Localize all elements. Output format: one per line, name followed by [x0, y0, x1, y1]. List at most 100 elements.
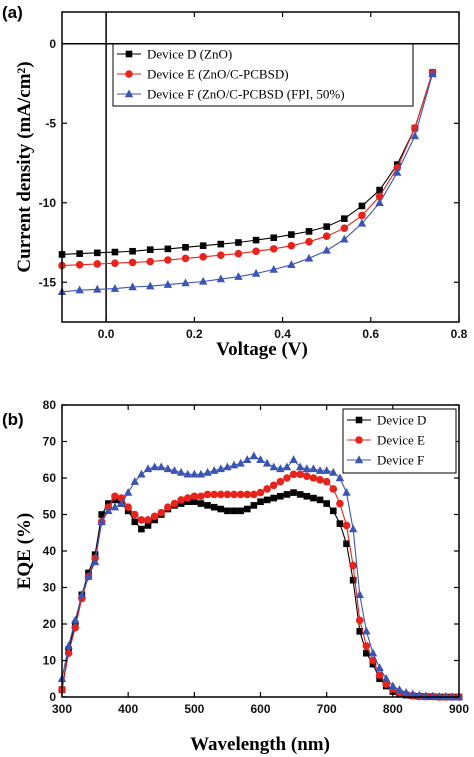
jv-y-tick-label: -10 — [39, 196, 57, 210]
jv-chart: (a) 0.0 0.2 0.4 0.6 0.8 0 -5 -10 -15 Voltage (V… — [2, 3, 468, 360]
eqe-data-point — [84, 571, 93, 580]
jv-data-point — [146, 281, 155, 290]
jv-data-point — [235, 239, 242, 246]
eqe-x-tick-label: 600 — [250, 702, 270, 716]
jv-data-point — [358, 202, 366, 210]
eqe-data-point — [177, 496, 185, 504]
eqe-data-point — [77, 590, 87, 598]
eqe-x-tick-label: 800 — [383, 702, 403, 716]
jv-data-point — [428, 69, 437, 78]
eqe-data-point — [97, 517, 106, 525]
jv-plot-frame — [61, 11, 460, 323]
jv-x-tick-label: 0.0 — [98, 327, 115, 341]
eqe-legend-label: Device D — [377, 413, 426, 428]
jv-x-tick-label: 0.6 — [362, 327, 379, 341]
eqe-data-point — [343, 540, 350, 547]
eqe-data-point — [375, 663, 384, 671]
eqe-data-point — [237, 507, 244, 515]
jv-data-point — [198, 276, 208, 285]
eqe-data-point — [190, 469, 199, 478]
eqe-data-point — [98, 511, 105, 518]
jv-data-point — [93, 260, 102, 268]
eqe-data-point — [349, 561, 357, 570]
eqe-data-point — [229, 460, 239, 469]
eqe-data-point — [355, 590, 364, 598]
eqe-data-point — [203, 467, 212, 476]
eqe-data-point — [183, 494, 192, 502]
jv-data-point — [146, 257, 155, 266]
jv-data-point — [341, 215, 348, 222]
jv-data-point — [216, 274, 225, 283]
jv-data-point — [128, 282, 137, 291]
jv-data-point — [305, 228, 313, 235]
eqe-series-square — [58, 489, 463, 701]
eqe-data-point — [243, 490, 252, 499]
eqe-data-point — [217, 505, 225, 513]
eqe-data-point — [289, 470, 298, 479]
jv-x-axis: 0.0 0.2 0.4 0.6 0.8 — [98, 12, 468, 341]
eqe-data-point — [303, 492, 311, 500]
eqe-data-point — [263, 496, 271, 504]
jv-data-point — [269, 264, 278, 273]
jv-legend-marker — [124, 89, 134, 98]
jv-data-point — [181, 254, 190, 263]
eqe-data-point — [382, 680, 391, 689]
jv-data-point — [376, 186, 383, 194]
jv-y-tick-label: 0 — [49, 37, 56, 51]
jv-data-point — [129, 247, 136, 255]
eqe-data-point — [209, 466, 219, 474]
jv-data-point — [217, 251, 225, 260]
jv-data-point — [182, 243, 189, 251]
eqe-data-point — [316, 476, 324, 484]
jv-legend-marker — [125, 70, 133, 78]
eqe-legend: Device D Device E Device F — [342, 408, 457, 474]
eqe-data-point — [408, 689, 417, 698]
eqe-y-tick-label: 80 — [43, 398, 57, 412]
eqe-y-tick-label: 20 — [43, 617, 57, 631]
jv-y-axis-title: Current density (mA/cm²) — [14, 61, 35, 272]
jv-data-point — [357, 218, 367, 227]
eqe-data-point — [262, 458, 272, 467]
eqe-y-axis-title: EQE (%) — [14, 513, 35, 590]
eqe-data-point — [310, 494, 317, 502]
eqe-data-point — [368, 648, 378, 657]
eqe-data-point — [256, 455, 265, 463]
eqe-data-point — [64, 649, 73, 657]
jv-legend-label: Device F (ZnO/C-PCBSD (FPI, 50%) — [147, 87, 345, 102]
eqe-data-point — [289, 455, 298, 463]
jv-data-point — [111, 248, 119, 256]
jv-data-point — [251, 268, 261, 277]
eqe-data-point — [336, 499, 344, 508]
eqe-legend-label: Device E — [377, 433, 425, 448]
eqe-data-point — [342, 521, 351, 530]
jv-y-tick-label: -5 — [45, 116, 56, 130]
eqe-data-point — [250, 502, 258, 509]
eqe-data-point — [282, 462, 292, 471]
eqe-data-point — [296, 470, 305, 479]
eqe-data-point — [329, 467, 338, 476]
jv-data-point — [217, 240, 225, 248]
eqe-data-point — [150, 462, 159, 471]
eqe-data-point — [302, 464, 312, 473]
jv-data-point — [252, 236, 260, 244]
jv-data-point — [358, 211, 366, 220]
eqe-data-point — [342, 488, 351, 496]
eqe-data-point — [144, 516, 152, 524]
eqe-data-point — [269, 462, 278, 471]
jv-x-tick-label: 0.4 — [274, 327, 291, 341]
jv-data-point — [322, 232, 331, 240]
eqe-data-point — [395, 685, 404, 693]
eqe-y-tick-label: 50 — [43, 508, 57, 522]
jv-series-line — [61, 73, 434, 293]
eqe-data-point — [375, 671, 384, 679]
eqe-legend-marker — [354, 455, 364, 464]
eqe-data-point — [276, 464, 285, 473]
eqe-data-point — [230, 507, 238, 515]
eqe-data-point — [104, 506, 113, 515]
eqe-x-tick-label: 500 — [184, 702, 204, 716]
jv-data-point — [199, 253, 207, 261]
jv-data-point — [270, 234, 278, 242]
eqe-data-point — [269, 481, 278, 490]
eqe-series-line — [61, 492, 459, 698]
